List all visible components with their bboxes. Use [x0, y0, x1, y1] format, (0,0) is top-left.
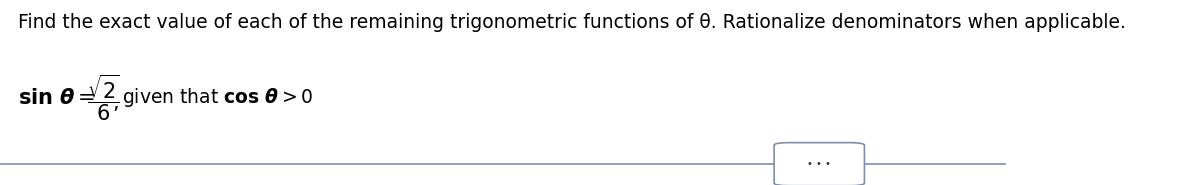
- Text: $\mathbf{sin}\ \boldsymbol{\theta} =$: $\mathbf{sin}\ \boldsymbol{\theta} =$: [18, 88, 96, 108]
- Text: given that $\mathbf{cos}\ \boldsymbol{\theta} > 0$: given that $\mathbf{cos}\ \boldsymbol{\t…: [122, 86, 313, 109]
- Text: • • •: • • •: [808, 159, 832, 169]
- Text: ,: ,: [113, 93, 120, 113]
- Text: $\dfrac{\sqrt{2}}{6}$: $\dfrac{\sqrt{2}}{6}$: [86, 73, 120, 123]
- Text: Find the exact value of each of the remaining trigonometric functions of θ. Rati: Find the exact value of each of the rema…: [18, 14, 1127, 32]
- FancyBboxPatch shape: [774, 143, 864, 185]
